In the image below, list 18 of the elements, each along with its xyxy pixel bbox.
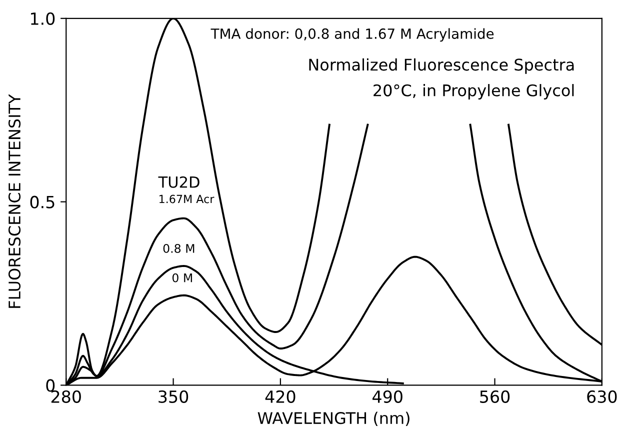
annotation: TMA donor: 0,0.8 and 1.67 M Acrylamide <box>210 28 494 42</box>
x-tick-label: 560 <box>480 390 510 403</box>
annotation: 0 M <box>172 273 192 282</box>
annotation: Normalized Fluorescence Spectra <box>309 58 574 74</box>
x-tick-label: 280 <box>51 390 81 403</box>
x-tick-label: 350 <box>158 390 188 403</box>
annotation: 0.8 M <box>163 244 194 253</box>
y-tick-label: 1.0 <box>31 12 55 25</box>
x-tick-label: 630 <box>587 390 617 403</box>
x-axis-title: WAVELENGTH (nm) <box>258 412 410 426</box>
annotation: 20°C, in Propylene Glycol <box>374 84 574 100</box>
y-tick-label: 0.5 <box>30 196 54 208</box>
x-tick-label: 490 <box>372 390 402 403</box>
annotation: 1.67M Acr <box>160 194 214 204</box>
x-tick-label: 420 <box>265 390 296 403</box>
y-tick-label: 0 <box>46 379 55 392</box>
annotation: TU2D <box>158 176 200 188</box>
y-axis-title: FLUORESCENCE INTENSITY <box>8 94 21 308</box>
